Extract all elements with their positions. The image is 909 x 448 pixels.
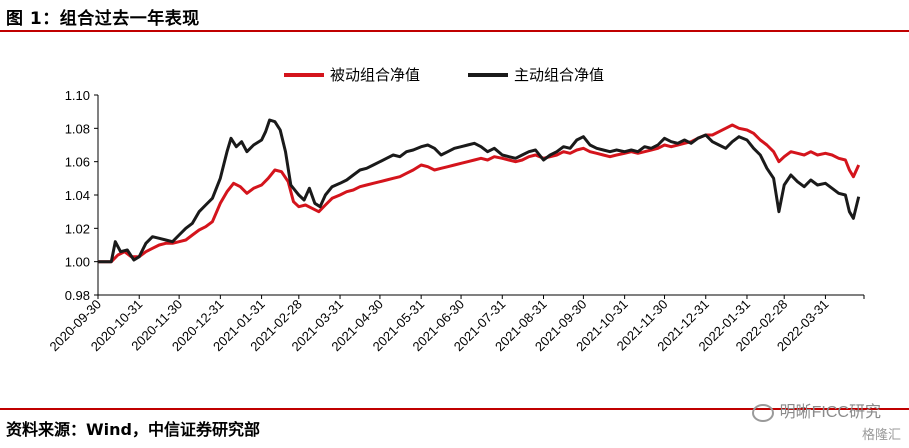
source-note: 资料来源：Wind，中信证券研究部 [6, 420, 260, 439]
y-tick-label: 1.06 [65, 155, 90, 170]
y-tick-label: 1.04 [65, 188, 90, 203]
y-tick-label: 1.00 [65, 255, 90, 270]
series-line-2 [98, 118, 861, 264]
legend-label-2: 主动组合净值 [514, 66, 604, 84]
top-divider [0, 30, 909, 32]
y-tick-label: 1.08 [65, 121, 90, 136]
bottom-divider [0, 408, 909, 410]
series-line-1 [98, 123, 861, 264]
wechat-icon [751, 403, 774, 422]
watermark: 明晰FICC研究 [751, 398, 881, 422]
watermark-text: 明晰FICC研究 [779, 404, 881, 421]
logo: 格隆汇 [861, 427, 901, 442]
y-tick-label: 0.98 [65, 288, 90, 303]
y-tick-label: 1.02 [65, 221, 90, 236]
line-chart: 0.981.001.021.041.061.081.102020-09-3020… [46, 66, 865, 354]
legend-label-1: 被动组合净值 [330, 66, 420, 84]
chart-title: 图 1：组合过去一年表现 [6, 9, 200, 29]
y-tick-label: 1.10 [65, 88, 90, 103]
